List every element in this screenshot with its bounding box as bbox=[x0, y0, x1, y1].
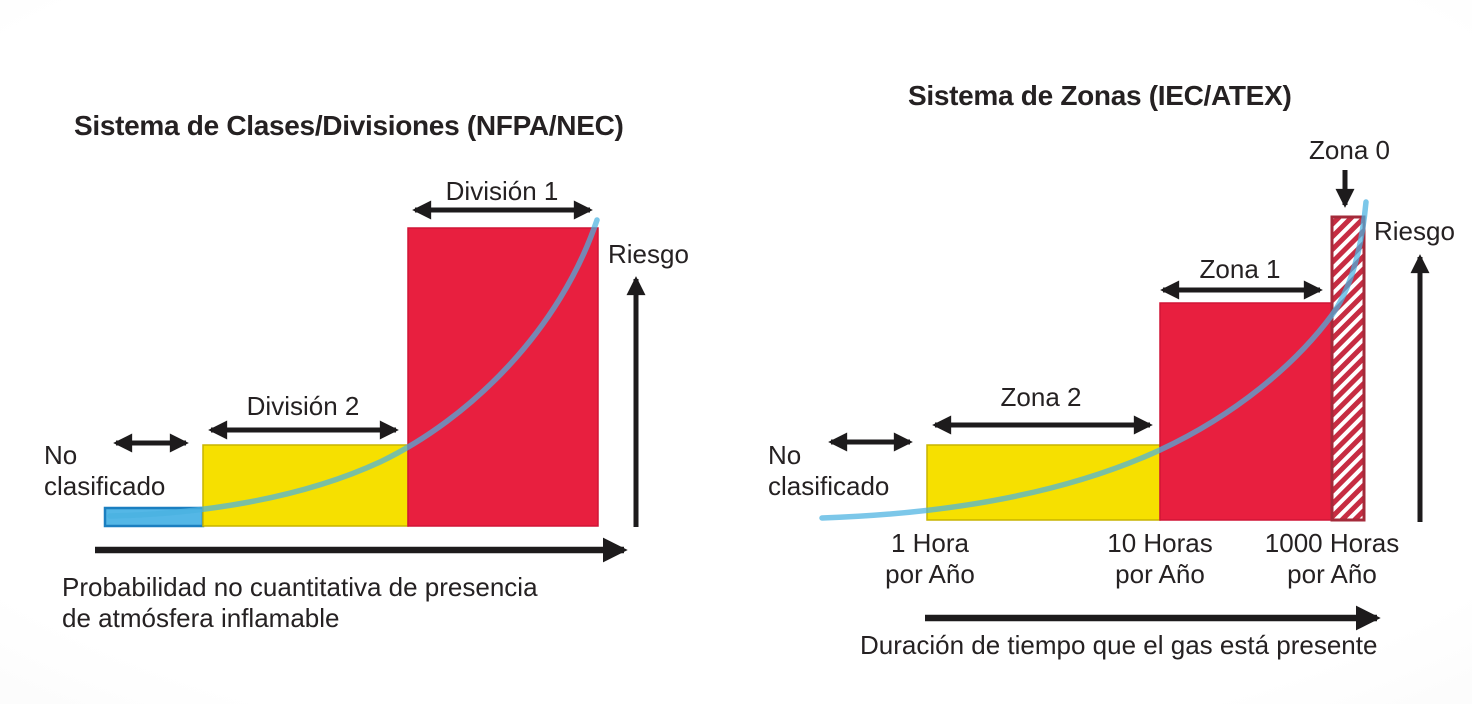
risk-curve-left bbox=[107, 217, 600, 519]
x-axis-label-left: Probabilidad no cuantitativa de presenci… bbox=[62, 572, 538, 633]
right-chart-title: Sistema de Zonas (IEC/ATEX) bbox=[908, 80, 1292, 111]
x-axis-label-right: Duración de tiempo que el gas está prese… bbox=[860, 630, 1378, 660]
risk-axis-label-right: Riesgo bbox=[1374, 216, 1455, 246]
left-chart-title: Sistema de Clases/Divisiones (NFPA/NEC) bbox=[74, 110, 624, 141]
division1-bar bbox=[407, 227, 599, 527]
division1-label: División 1 bbox=[445, 176, 559, 206]
division2-bar bbox=[202, 444, 409, 527]
risk-curve-right bbox=[819, 199, 1369, 521]
zone0-label: Zona 0 bbox=[1309, 135, 1390, 165]
unclassified-label-right: No clasificado bbox=[768, 440, 890, 501]
zone2-label: Zona 2 bbox=[1000, 382, 1082, 412]
unclassified-label-left: No clasificado bbox=[44, 440, 166, 501]
x-tick-1-hora: 1 Hora por Año bbox=[885, 528, 975, 589]
x-tick-1000-horas: 1000 Horas por Año bbox=[1264, 528, 1400, 589]
division2-label: División 2 bbox=[246, 391, 360, 421]
zone2-bar bbox=[926, 444, 1161, 521]
zone0-bar bbox=[1330, 215, 1366, 522]
risk-axis-label-left: Riesgo bbox=[608, 239, 689, 269]
zone1-label: Zona 1 bbox=[1199, 254, 1281, 284]
x-tick-10-horas: 10 Horas por Año bbox=[1107, 528, 1213, 589]
zone1-bar bbox=[1159, 302, 1333, 521]
